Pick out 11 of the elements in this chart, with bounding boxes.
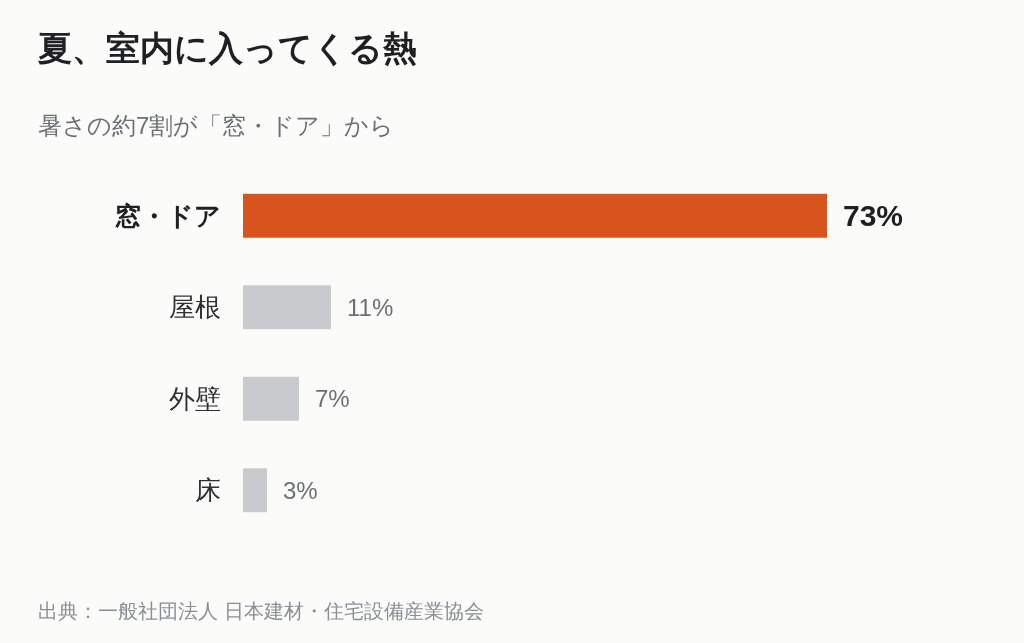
title: 夏、室内に入ってくる熱 [38,29,417,67]
subtitle: 暑さの約7割が「窓・ドア」から [38,112,395,139]
value-label: 11% [347,293,394,321]
value-label: 73% [843,199,904,233]
annotation: 出典：一般社団法人 日本建材・住宅設備産業協会 [38,600,484,622]
value-label: 3% [283,476,318,504]
category-label: 床 [195,475,221,506]
category-label: 窓・ドア [115,200,221,231]
value-label: 7% [315,385,350,413]
category-label: 屋根 [169,292,221,323]
category-label: 外壁 [169,383,221,414]
